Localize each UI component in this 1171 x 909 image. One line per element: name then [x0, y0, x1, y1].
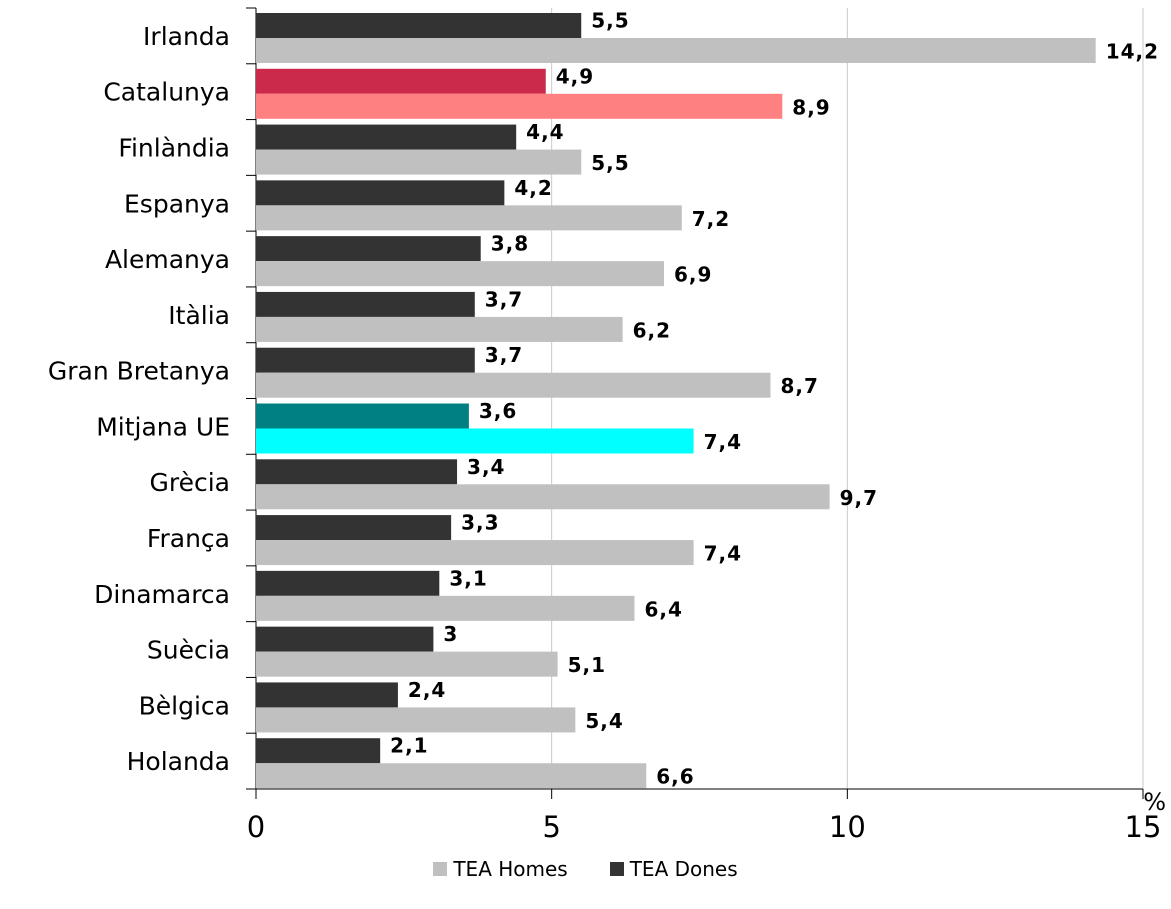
value-label-dones: 3,7	[485, 287, 523, 311]
bar-homes	[256, 149, 582, 175]
category-label: Dinamarca	[94, 580, 230, 609]
legend-swatch-dones	[609, 862, 624, 876]
value-label-homes: 5,4	[585, 709, 623, 733]
category-label: Alemanya	[105, 245, 230, 274]
bar-homes	[256, 763, 647, 789]
category-label: Grècia	[150, 468, 231, 497]
bar-dones	[256, 515, 452, 541]
bar-homes	[256, 540, 694, 566]
bar-homes	[256, 38, 1096, 63]
x-tick-label: 5	[542, 810, 560, 844]
bar-dones	[256, 738, 381, 764]
value-label-homes: 7,2	[692, 207, 730, 231]
unit-label: %	[1143, 788, 1166, 816]
bar-homes	[256, 428, 694, 454]
value-label-homes: 7,4	[704, 430, 742, 454]
legend-item-dones: TEA Dones	[609, 857, 738, 881]
category-label: Bèlgica	[139, 691, 230, 720]
value-label-dones: 3	[443, 622, 458, 646]
value-label-homes: 6,9	[674, 263, 712, 287]
value-label-homes: 5,5	[591, 151, 629, 175]
value-label-dones: 3,1	[449, 566, 487, 590]
value-label-homes: 8,7	[780, 374, 818, 398]
category-label: Suècia	[147, 636, 230, 665]
value-label-dones: 3,3	[461, 511, 499, 535]
value-label-dones: 2,4	[408, 678, 446, 702]
category-label: Holanda	[127, 747, 230, 776]
value-label-dones: 2,1	[390, 734, 428, 758]
x-tick-label: 15	[1125, 810, 1162, 844]
bar-homes	[256, 261, 665, 287]
bar-dones	[256, 291, 475, 317]
value-label-dones: 3,6	[479, 399, 517, 423]
x-tick-label: 0	[247, 810, 265, 844]
bar-dones	[256, 124, 517, 150]
bar-homes	[256, 595, 635, 621]
bar-dones	[256, 626, 434, 652]
bar-dones	[256, 13, 582, 38]
x-tick-label: 10	[829, 810, 866, 844]
category-label: França	[147, 524, 230, 553]
bar-dones	[256, 459, 458, 485]
legend-item-homes: TEA Homes	[433, 857, 568, 881]
value-label-homes: 6,2	[633, 318, 671, 342]
bar-homes	[256, 372, 771, 398]
bar-dones	[256, 570, 440, 596]
bar-dones	[256, 347, 475, 373]
category-label: Finlàndia	[118, 133, 230, 162]
value-label-dones: 3,7	[485, 343, 523, 367]
bar-dones	[256, 180, 505, 206]
value-label-homes: 7,4	[704, 542, 742, 566]
value-label-homes: 9,7	[840, 486, 878, 510]
bar-homes	[256, 316, 623, 342]
value-label-dones: 4,4	[526, 120, 564, 144]
bar-dones	[256, 236, 481, 262]
bar-homes	[256, 205, 682, 231]
bar-homes	[256, 484, 830, 510]
legend: TEA Homes TEA Dones	[0, 857, 1171, 881]
value-label-homes: 14,2	[1106, 40, 1159, 64]
bar-chart: 0 5 10 15% Irlanda 5,5 14,2 Catalunya 4,9 8,9 Finl…	[48, 7, 1166, 844]
value-label-dones: 3,8	[491, 232, 529, 256]
category-label: Gran Bretanya	[48, 357, 230, 386]
value-label-dones: 5,5	[591, 9, 629, 33]
legend-swatch-homes	[433, 862, 448, 876]
value-label-homes: 5,1	[568, 653, 606, 677]
value-label-homes: 6,6	[656, 765, 694, 789]
bar-dones	[256, 68, 546, 94]
category-label: Itàlia	[168, 301, 230, 330]
category-label: Mitjana UE	[96, 412, 230, 441]
value-label-dones: 4,9	[556, 64, 594, 88]
value-label-homes: 8,9	[792, 95, 830, 119]
category-label: Irlanda	[143, 22, 230, 51]
bar-dones	[256, 403, 469, 429]
bar-homes	[256, 93, 783, 119]
category-label: Espanya	[124, 189, 230, 218]
legend-label-dones: TEA Dones	[629, 857, 738, 881]
value-label-dones: 3,4	[467, 455, 505, 479]
category-label: Catalunya	[103, 78, 230, 107]
bar-homes	[256, 707, 576, 733]
bar-homes	[256, 651, 558, 677]
value-label-dones: 4,2	[514, 176, 552, 200]
bar-dones	[256, 682, 398, 708]
legend-label-homes: TEA Homes	[453, 857, 568, 881]
value-label-homes: 6,4	[644, 597, 682, 621]
